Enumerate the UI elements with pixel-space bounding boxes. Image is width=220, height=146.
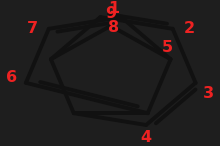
- Text: 8: 8: [108, 20, 119, 35]
- Text: 5: 5: [161, 40, 172, 55]
- Text: 2: 2: [183, 21, 194, 36]
- Text: 4: 4: [141, 130, 152, 145]
- Text: 1: 1: [108, 1, 119, 16]
- Text: 9: 9: [105, 6, 116, 21]
- Text: 7: 7: [27, 21, 38, 36]
- Text: 6: 6: [6, 70, 17, 85]
- Text: 3: 3: [203, 86, 214, 101]
